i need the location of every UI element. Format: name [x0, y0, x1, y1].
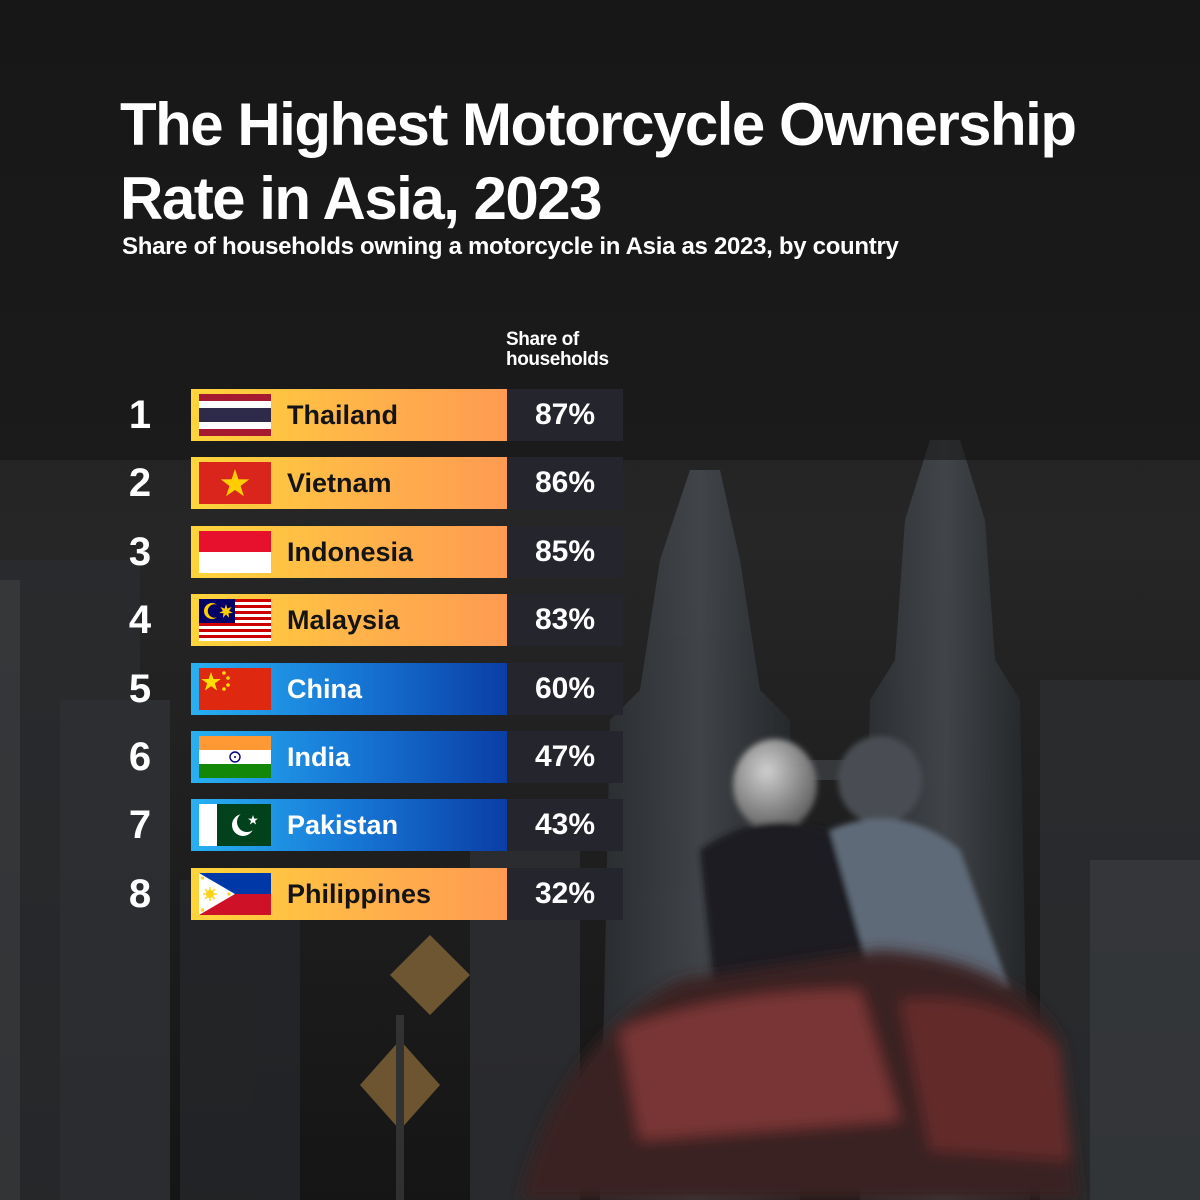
table-row: 5 China 60%	[0, 663, 700, 715]
china-flag-icon	[199, 668, 271, 710]
country-bar: Malaysia	[191, 594, 507, 646]
country-name: Philippines	[287, 879, 432, 909]
country-name: Vietnam	[287, 468, 392, 498]
table-row: 6 India 47%	[0, 731, 700, 783]
country-bar: Philippines	[191, 868, 507, 920]
table-row: 3 Indonesia 85%	[0, 526, 700, 578]
chart-title-text: The Highest Motorcycle Ownership Rate in…	[120, 91, 1077, 232]
pakistan-flag-icon	[199, 804, 271, 846]
rank-number: 1	[128, 393, 152, 437]
value-cell: 85%	[507, 526, 623, 578]
table-row: 8 Philippines 32%	[0, 868, 700, 920]
chart-title: The Highest Motorcycle Ownership Rate in…	[120, 88, 1200, 236]
country-bar: China	[191, 663, 507, 715]
value-cell: 83%	[507, 594, 623, 646]
country-name: Thailand	[287, 400, 399, 430]
country-name: Indonesia	[287, 537, 414, 567]
table-row: 7 Pakistan 43%	[0, 799, 700, 851]
column-header-share: Share of households	[506, 329, 609, 370]
value-cell: 86%	[507, 457, 623, 509]
country-bar: Thailand	[191, 389, 507, 441]
malaysia-flag-icon	[199, 599, 271, 641]
value-cell: 47%	[507, 731, 623, 783]
value-cell: 87%	[507, 389, 623, 441]
country-bar: Indonesia	[191, 526, 507, 578]
rank-number: 7	[128, 803, 152, 847]
table-row: 2 Vietnam 86%	[0, 457, 700, 509]
value-cell: 32%	[507, 868, 623, 920]
value-label: 87%	[534, 398, 596, 431]
rank-number: 4	[128, 598, 152, 642]
country-name: Pakistan	[287, 810, 399, 840]
rank-number: 5	[128, 667, 152, 711]
thailand-flag-icon	[199, 394, 271, 436]
value-label: 43%	[534, 808, 596, 841]
value-label: 60%	[534, 672, 596, 705]
rank-number: 8	[128, 872, 152, 916]
rank-number: 3	[128, 530, 152, 574]
value-label: 32%	[534, 877, 596, 910]
chart-subtitle: Share of households owning a motorcycle …	[122, 233, 899, 260]
vietnam-flag-icon	[199, 462, 271, 504]
rank-number: 2	[128, 461, 152, 505]
value-label: 86%	[534, 466, 596, 499]
indonesia-flag-icon	[199, 531, 271, 573]
country-name: China	[287, 674, 363, 704]
table-row: 1 Thailand 87%	[0, 389, 700, 441]
philippines-flag-icon	[199, 873, 271, 915]
country-name: Malaysia	[287, 605, 400, 635]
value-label: 83%	[534, 603, 596, 636]
india-flag-icon	[199, 736, 271, 778]
value-cell: 60%	[507, 663, 623, 715]
value-label: 85%	[534, 535, 596, 568]
rank-number: 6	[128, 735, 152, 779]
value-label: 47%	[534, 740, 596, 773]
country-bar: Vietnam	[191, 457, 507, 509]
value-cell: 43%	[507, 799, 623, 851]
country-bar: Pakistan	[191, 799, 507, 851]
country-name: India	[287, 742, 351, 772]
table-row: 4 Malaysia 83%	[0, 594, 700, 646]
country-bar: India	[191, 731, 507, 783]
